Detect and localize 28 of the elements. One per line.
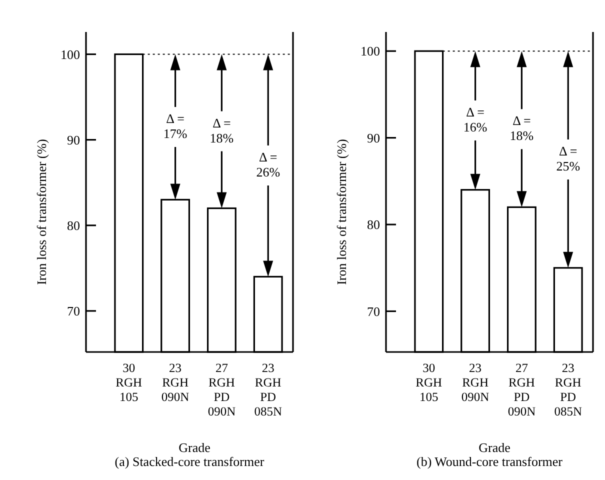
x-axis-title: Grade bbox=[478, 440, 511, 455]
x-tick-label: 30 RGH 105 bbox=[416, 361, 442, 404]
y-tick-label: 100 bbox=[60, 46, 80, 62]
x-tick-label: 23 RGH 090N bbox=[461, 361, 490, 404]
text: (b) Wound-core transformer bbox=[416, 454, 564, 469]
y-tick-label: 70 bbox=[367, 304, 380, 319]
text: (a) Stacked-core transformer bbox=[114, 454, 265, 469]
y-axis-title: Iron loss of transformer (%) bbox=[34, 139, 49, 285]
annotation: Δ = 18% bbox=[210, 115, 234, 146]
annotation: Δ = 26% bbox=[256, 149, 280, 180]
y-tick-label: 80 bbox=[67, 218, 80, 233]
x-tick-label: 23 RGH PD 085N bbox=[254, 361, 282, 418]
annotation: Δ = 17% bbox=[163, 110, 188, 141]
y-tick-label: 90 bbox=[367, 130, 380, 146]
y-axis-title: Iron loss of transformer (%) bbox=[334, 139, 349, 285]
x-axis-title: Grade bbox=[178, 440, 211, 455]
x-tick-label: 27 RGH PD 090N bbox=[208, 361, 236, 418]
x-tick-label: 27 RGH PD 090N bbox=[508, 361, 536, 418]
y-tick-label: 90 bbox=[67, 132, 80, 148]
y-tick-label: 100 bbox=[360, 44, 380, 59]
y-tick-label: 70 bbox=[67, 303, 80, 318]
y-tick-label: 80 bbox=[367, 217, 380, 232]
x-tick-label: 23 RGH 090N bbox=[161, 361, 190, 404]
x-tick-label: 23 RGH PD 085N bbox=[554, 361, 582, 418]
annotation: Δ = 16% bbox=[463, 104, 488, 134]
annotation: Δ = 18% bbox=[510, 113, 534, 144]
annotation: Δ = 25% bbox=[556, 143, 580, 174]
x-tick-label: 30 RGH 105 bbox=[116, 361, 142, 404]
